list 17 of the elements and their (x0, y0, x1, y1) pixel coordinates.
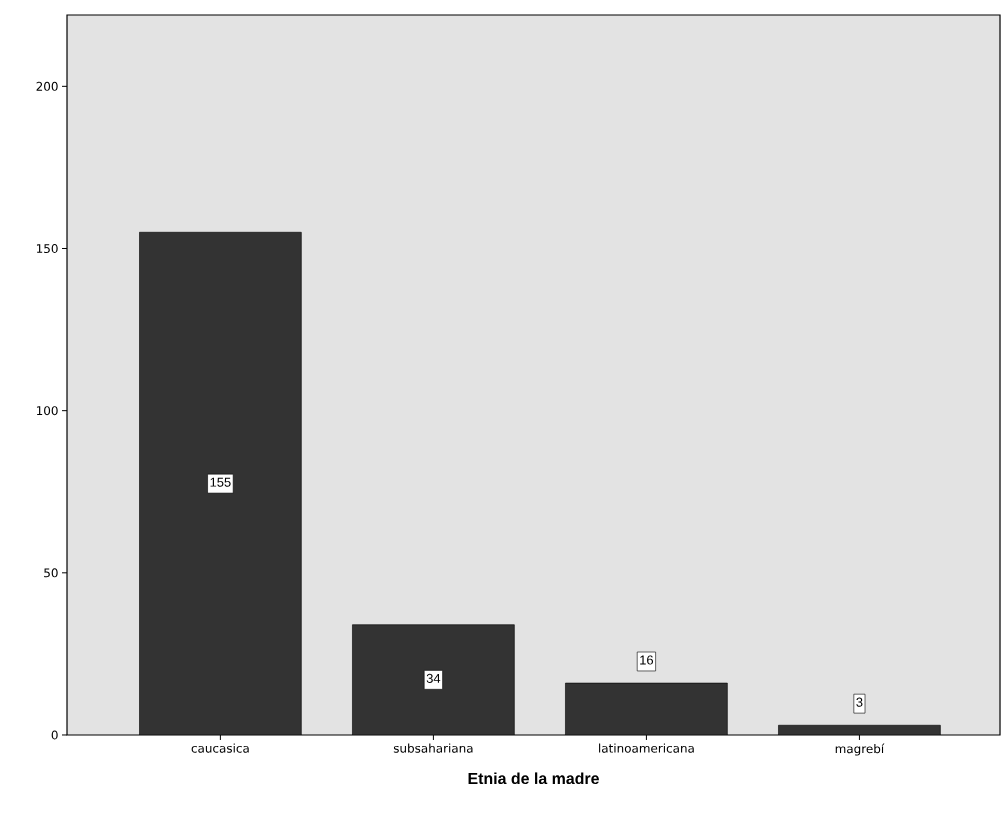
x-tick-label: magrebí (835, 743, 885, 756)
y-tick-label: 150 (36, 243, 58, 254)
data-label: 155 (210, 477, 231, 487)
y-tick-label: 200 (36, 81, 58, 91)
y-tick-label: 50 (44, 568, 58, 578)
bar (139, 231, 302, 735)
x-tick-label: subsahariana (393, 743, 473, 753)
y-tick-label: 100 (36, 406, 58, 416)
x-tick-label: caucasica (191, 743, 249, 753)
x-axis-title: Etnia de la madre (468, 772, 599, 785)
data-label: 34 (426, 673, 441, 683)
x-tick-label: latinoamericana (599, 743, 694, 753)
data-label: 3 (856, 697, 863, 707)
data-label: 16 (640, 655, 654, 665)
bar (352, 624, 515, 735)
y-tick-label: 0 (51, 730, 58, 740)
bar (565, 683, 728, 735)
